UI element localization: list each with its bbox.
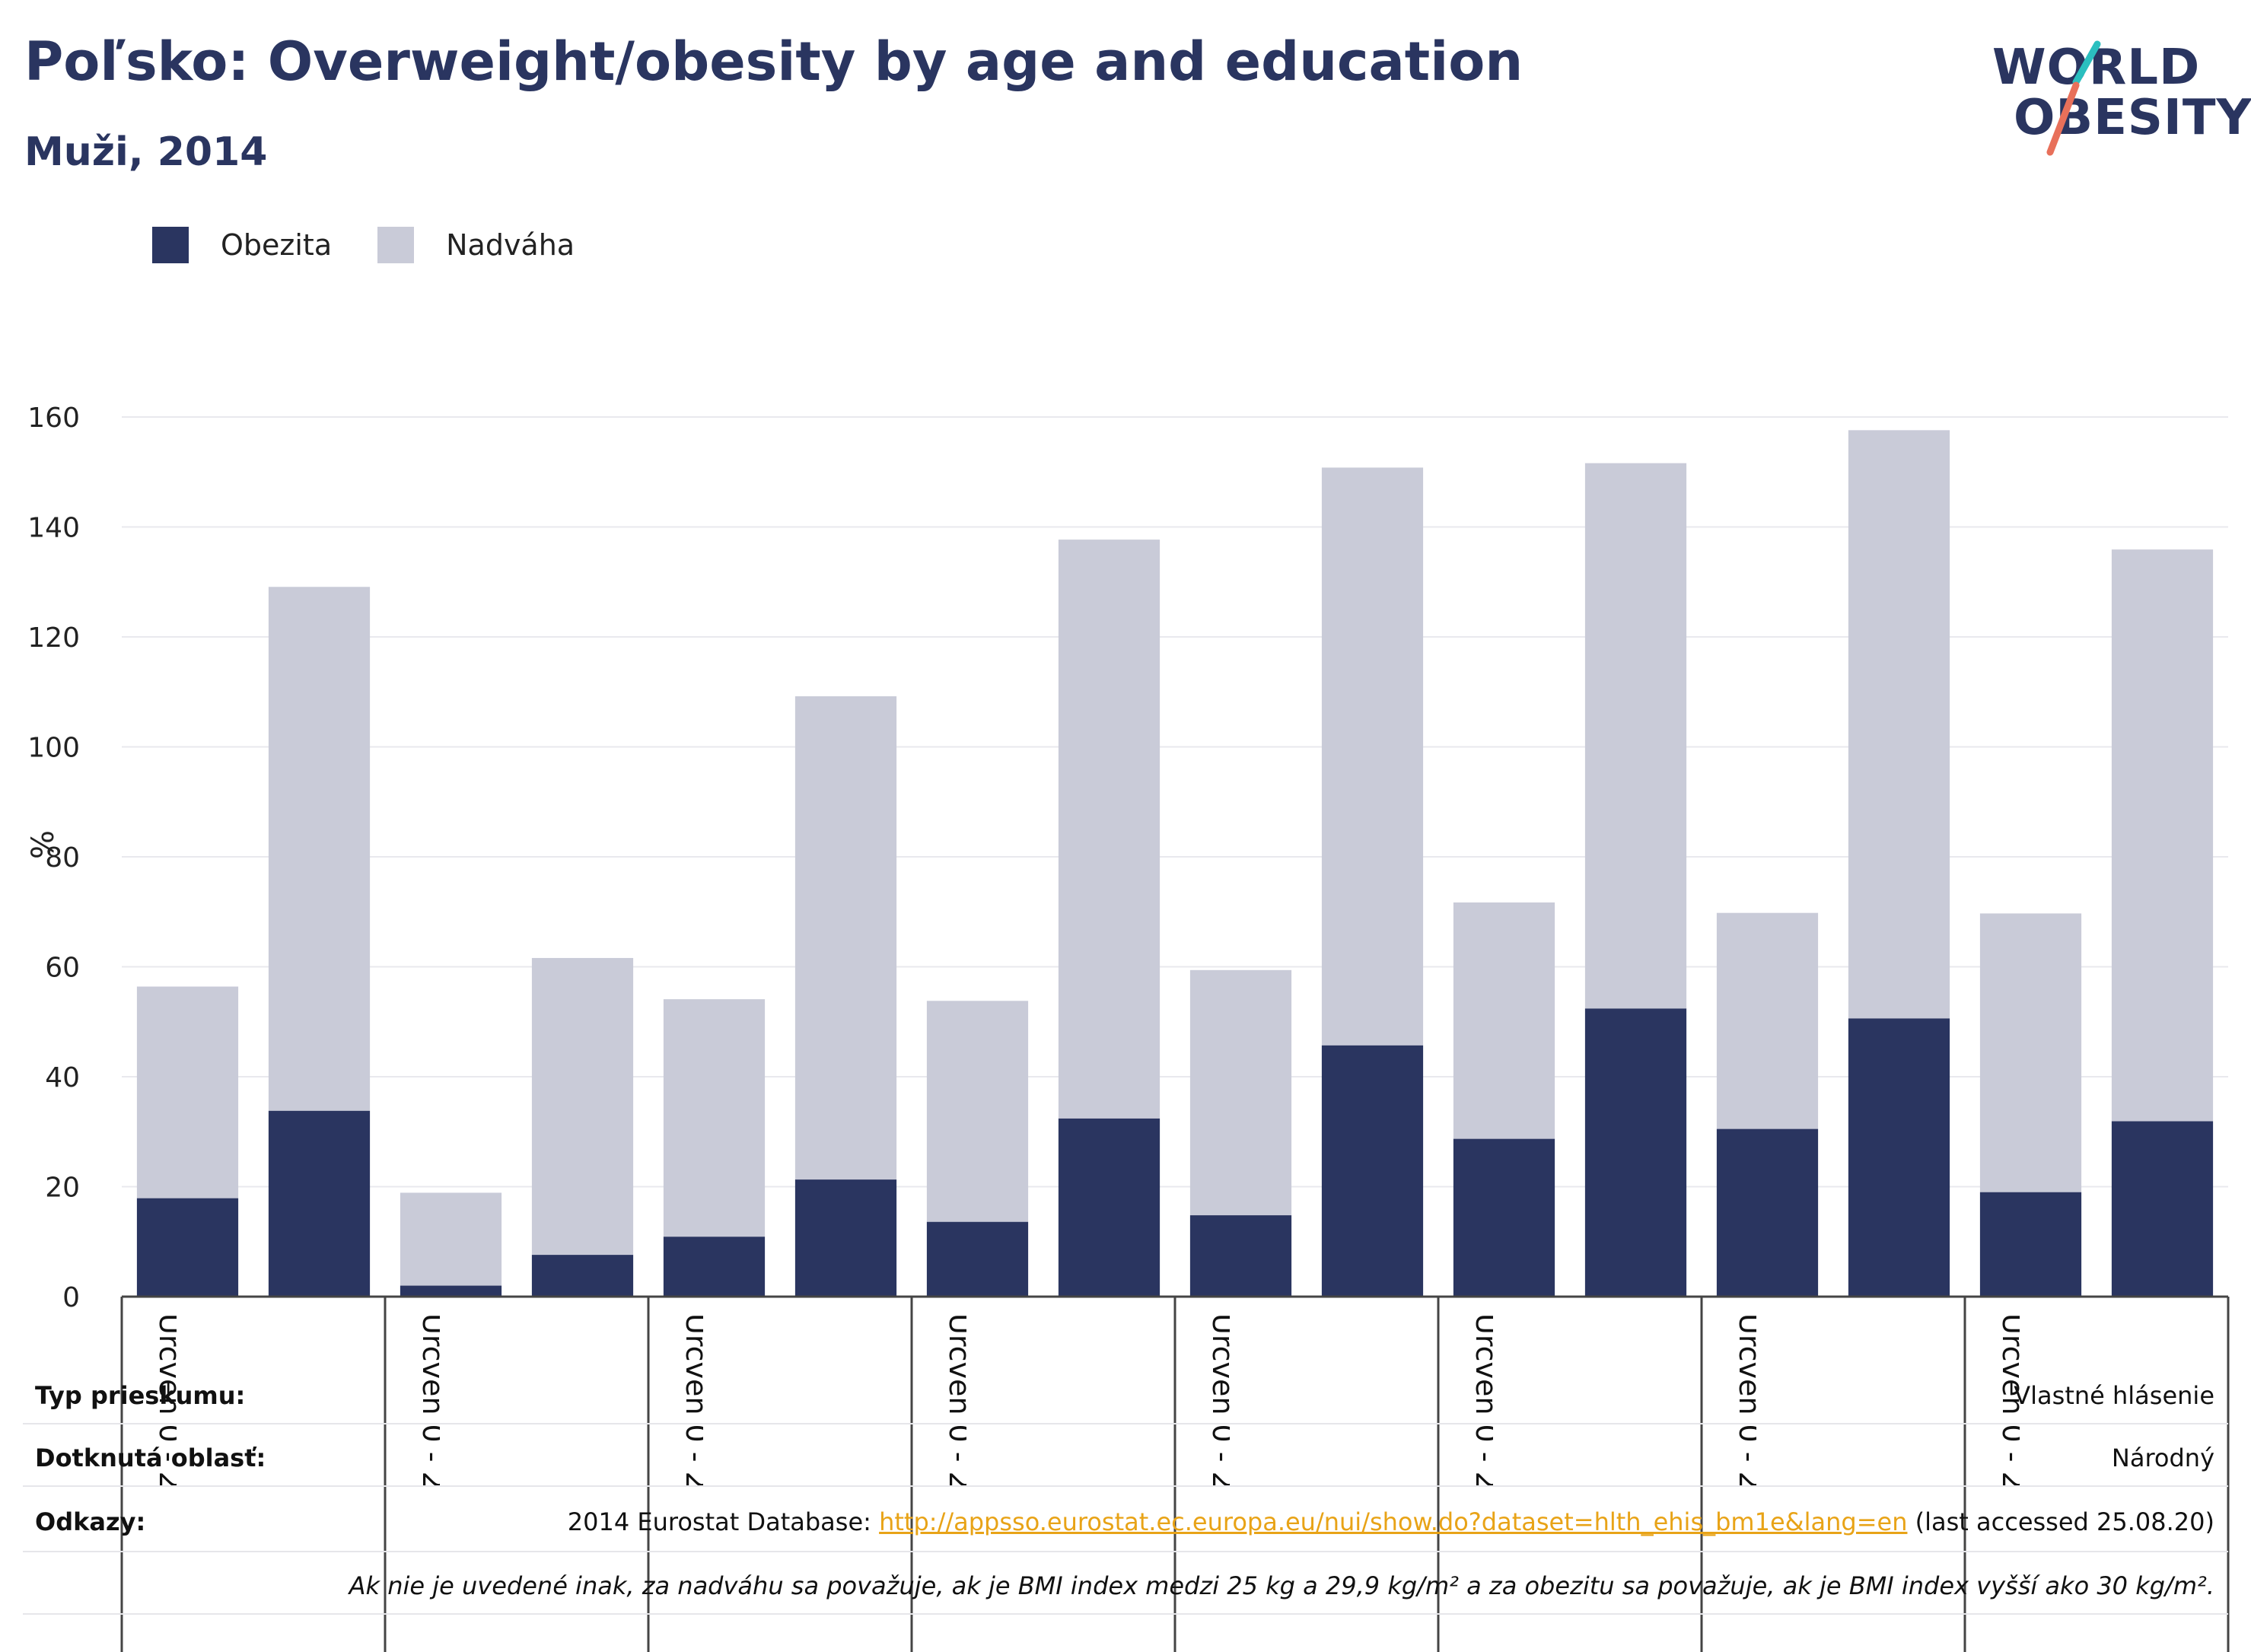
bar-overweight xyxy=(268,587,371,1111)
x-tick-label: Úrcveň 0 - 2 xyxy=(1206,1313,1240,1490)
bar-obesity xyxy=(1979,1192,2082,1297)
survey-type-label: Typ prieskumu: xyxy=(35,1381,246,1410)
y-tick-label: 100 xyxy=(27,733,80,764)
bar-overweight xyxy=(1453,902,1555,1139)
bar-obesity xyxy=(400,1285,502,1297)
bar-obesity xyxy=(1189,1215,1292,1297)
x-tick-label: Úrcveň 0 - 2 xyxy=(416,1313,450,1490)
bmi-note: Ak nie je uvedené inak, za nadváhu sa po… xyxy=(349,1571,2214,1600)
references-label: Odkazy: xyxy=(35,1507,146,1536)
bar-obesity xyxy=(1584,1008,1687,1297)
legend-label-obesity: Obezita xyxy=(221,228,333,262)
y-tick-label: 80 xyxy=(45,842,80,874)
bar-overweight xyxy=(1716,912,1819,1129)
x-tick-label: Úrcveň 0 - 2 xyxy=(680,1313,713,1490)
bar-obesity xyxy=(268,1110,371,1297)
bar-obesity xyxy=(2111,1121,2214,1297)
bar-obesity xyxy=(926,1221,1029,1297)
y-tick-label: 120 xyxy=(27,622,80,654)
footer-divider xyxy=(23,1613,2228,1615)
area-label: Dotknutá oblasť: xyxy=(35,1444,266,1472)
bar-obesity xyxy=(794,1179,897,1297)
bar-overweight xyxy=(794,696,897,1180)
bar-overweight xyxy=(1189,969,1292,1216)
y-tick-label: 20 xyxy=(45,1173,80,1204)
chart-subtitle: Muži, 2014 xyxy=(24,129,268,175)
legend-item-overweight[interactable]: Nadváha xyxy=(377,227,575,263)
bar-obesity xyxy=(1716,1128,1819,1297)
bar-obesity xyxy=(531,1255,634,1297)
footer-divider xyxy=(23,1423,2228,1424)
bar-overweight xyxy=(1321,467,1424,1046)
bar-overweight xyxy=(1848,430,1950,1019)
bar-overweight xyxy=(1058,540,1161,1119)
bar-obesity xyxy=(1321,1045,1424,1297)
y-axis-label: % xyxy=(26,830,61,859)
legend-swatch-overweight xyxy=(377,227,415,263)
x-tick-label: Úrcveň 0 - 2 xyxy=(1733,1313,1766,1490)
bar-obesity xyxy=(136,1198,239,1297)
bar-obesity xyxy=(1848,1018,1950,1297)
references-link[interactable]: http://appsso.eurostat.ec.europa.eu/nui/… xyxy=(879,1507,1908,1536)
legend-label-overweight: Nadváha xyxy=(446,228,575,262)
world-obesity-logo: WORLD OBESITY xyxy=(1986,23,2251,160)
footer-divider xyxy=(23,1551,2228,1552)
chart-title: Poľsko: Overweight/obesity by age and ed… xyxy=(24,30,1523,93)
bar-obesity xyxy=(663,1237,766,1297)
y-tick-label: 140 xyxy=(27,513,80,544)
bar-obesity xyxy=(1058,1118,1161,1297)
bar-overweight xyxy=(663,999,766,1237)
y-tick-label: 0 xyxy=(62,1282,80,1313)
x-tick-label: Úrcveň 0 - 2 xyxy=(153,1313,186,1490)
footer-divider xyxy=(23,1485,2228,1487)
y-tick-label: 60 xyxy=(45,953,80,984)
bar-overweight xyxy=(2111,549,2214,1122)
survey-type-value: Vlastné hlásenie xyxy=(2014,1381,2214,1410)
area-value: Národný xyxy=(2111,1444,2214,1472)
bar-overweight xyxy=(531,957,634,1256)
references-value: 2014 Eurostat Database: http://appsso.eu… xyxy=(568,1507,2214,1536)
bar-obesity xyxy=(1453,1138,1555,1297)
x-tick-label: Úrcveň 0 - 2 xyxy=(1469,1313,1503,1490)
references-suffix: (last accessed 25.08.20) xyxy=(1907,1507,2214,1536)
x-tick-label: Úrcveň 0 - 2 xyxy=(943,1313,976,1490)
references-prefix: 2014 Eurostat Database: xyxy=(567,1507,880,1536)
bar-overweight xyxy=(926,1001,1029,1222)
chart-legend: Obezita Nadváha xyxy=(152,227,620,263)
legend-item-obesity[interactable]: Obezita xyxy=(152,227,332,263)
x-tick-label: Úrcveň 0 - 2 xyxy=(1996,1313,2030,1490)
logo-slash-icon xyxy=(2046,40,2101,156)
bar-overweight xyxy=(400,1192,502,1286)
y-tick-label: 40 xyxy=(45,1062,80,1093)
bar-overweight xyxy=(1979,913,2082,1192)
legend-swatch-obesity xyxy=(152,227,189,263)
bar-overweight xyxy=(136,986,239,1198)
bar-overweight xyxy=(1584,463,1687,1009)
y-tick-label: 160 xyxy=(27,403,80,434)
